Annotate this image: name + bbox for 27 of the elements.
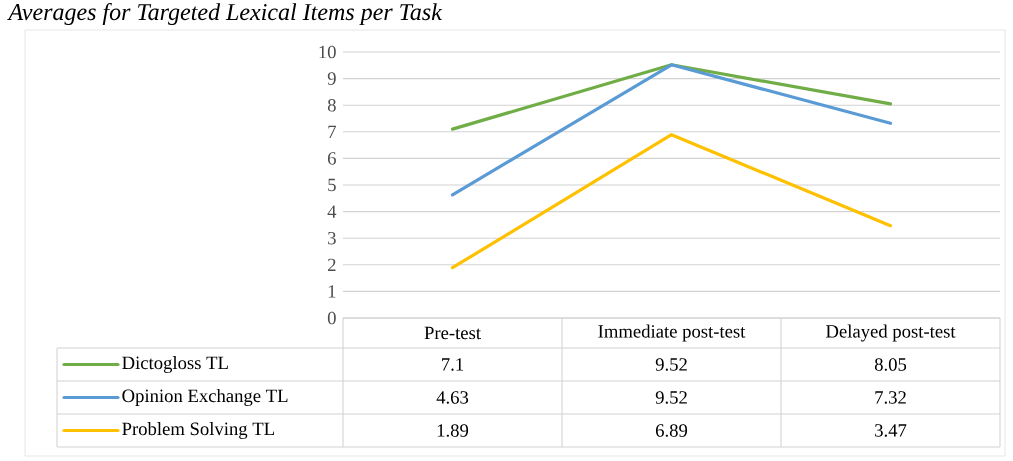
- legend-label: Opinion Exchange TL: [122, 389, 288, 406]
- y-tick-label: 0: [327, 311, 336, 325]
- data-label: 6.89: [655, 424, 688, 437]
- x-tick-label: Pre-test: [424, 326, 481, 340]
- legend-label: Problem Solving TL: [122, 422, 274, 440]
- data-label: 1.89: [437, 424, 469, 437]
- y-tick-label: 5: [328, 178, 336, 192]
- y-tick-label: 6: [327, 152, 336, 165]
- y-tick-label: 9: [327, 72, 336, 85]
- data-label: 7.32: [875, 391, 906, 404]
- data-label: 7.1: [442, 358, 464, 371]
- data-label: 3.47: [875, 424, 907, 437]
- x-tick-label: Immediate post-test: [598, 324, 746, 342]
- y-tick-label: 1: [328, 285, 336, 298]
- data-label: 4.63: [436, 391, 469, 404]
- y-tick-label: 10: [319, 45, 336, 59]
- y-tick-label: 7: [328, 125, 336, 138]
- y-tick-label: 8: [327, 98, 336, 112]
- legend-label: Dictogloss TL: [122, 356, 228, 374]
- y-tick-label: 4: [327, 205, 337, 218]
- data-label: 9.52: [655, 358, 687, 371]
- chart-title: Averages for Targeted Lexical Items per Task: [7, 3, 443, 25]
- data-label: 9.52: [655, 391, 687, 404]
- data-label: 8.05: [874, 358, 907, 371]
- y-tick-label: 2: [328, 258, 336, 271]
- x-tick-label: Delayed post-test: [826, 324, 956, 342]
- y-tick-label: 3: [328, 231, 336, 245]
